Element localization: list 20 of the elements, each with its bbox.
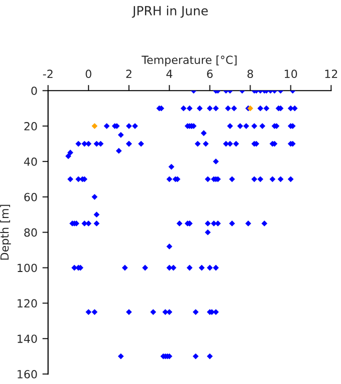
y-tick-label: 120 — [18, 299, 37, 308]
x-tick-label: 12 — [325, 70, 338, 78]
x-tick-label: 0 — [86, 70, 92, 78]
y-tick-label: 60 — [24, 192, 37, 202]
y-tick-label: 0 — [31, 86, 37, 96]
y-axis-title: Depth [m] — [0, 204, 11, 260]
x-tick-label: 6 — [207, 70, 213, 78]
x-axis-title: Temperature [°C] — [142, 55, 237, 66]
x-tick-label: 8 — [247, 70, 254, 78]
y-tick-label: 100 — [18, 264, 37, 272]
x-tick-label: 10 — [284, 70, 298, 78]
y-tick-label: 160 — [18, 370, 37, 378]
x-tick-label: -2 — [43, 70, 53, 78]
y-tick-label: 40 — [24, 157, 37, 166]
chart-title: JPRH in June — [132, 6, 208, 18]
y-tick-label: 140 — [18, 334, 37, 343]
y-tick-label: 20 — [24, 122, 37, 130]
x-tick-label: 4 — [166, 70, 172, 78]
y-tick-label: 80 — [24, 228, 37, 237]
x-tick-label: 2 — [126, 70, 132, 78]
